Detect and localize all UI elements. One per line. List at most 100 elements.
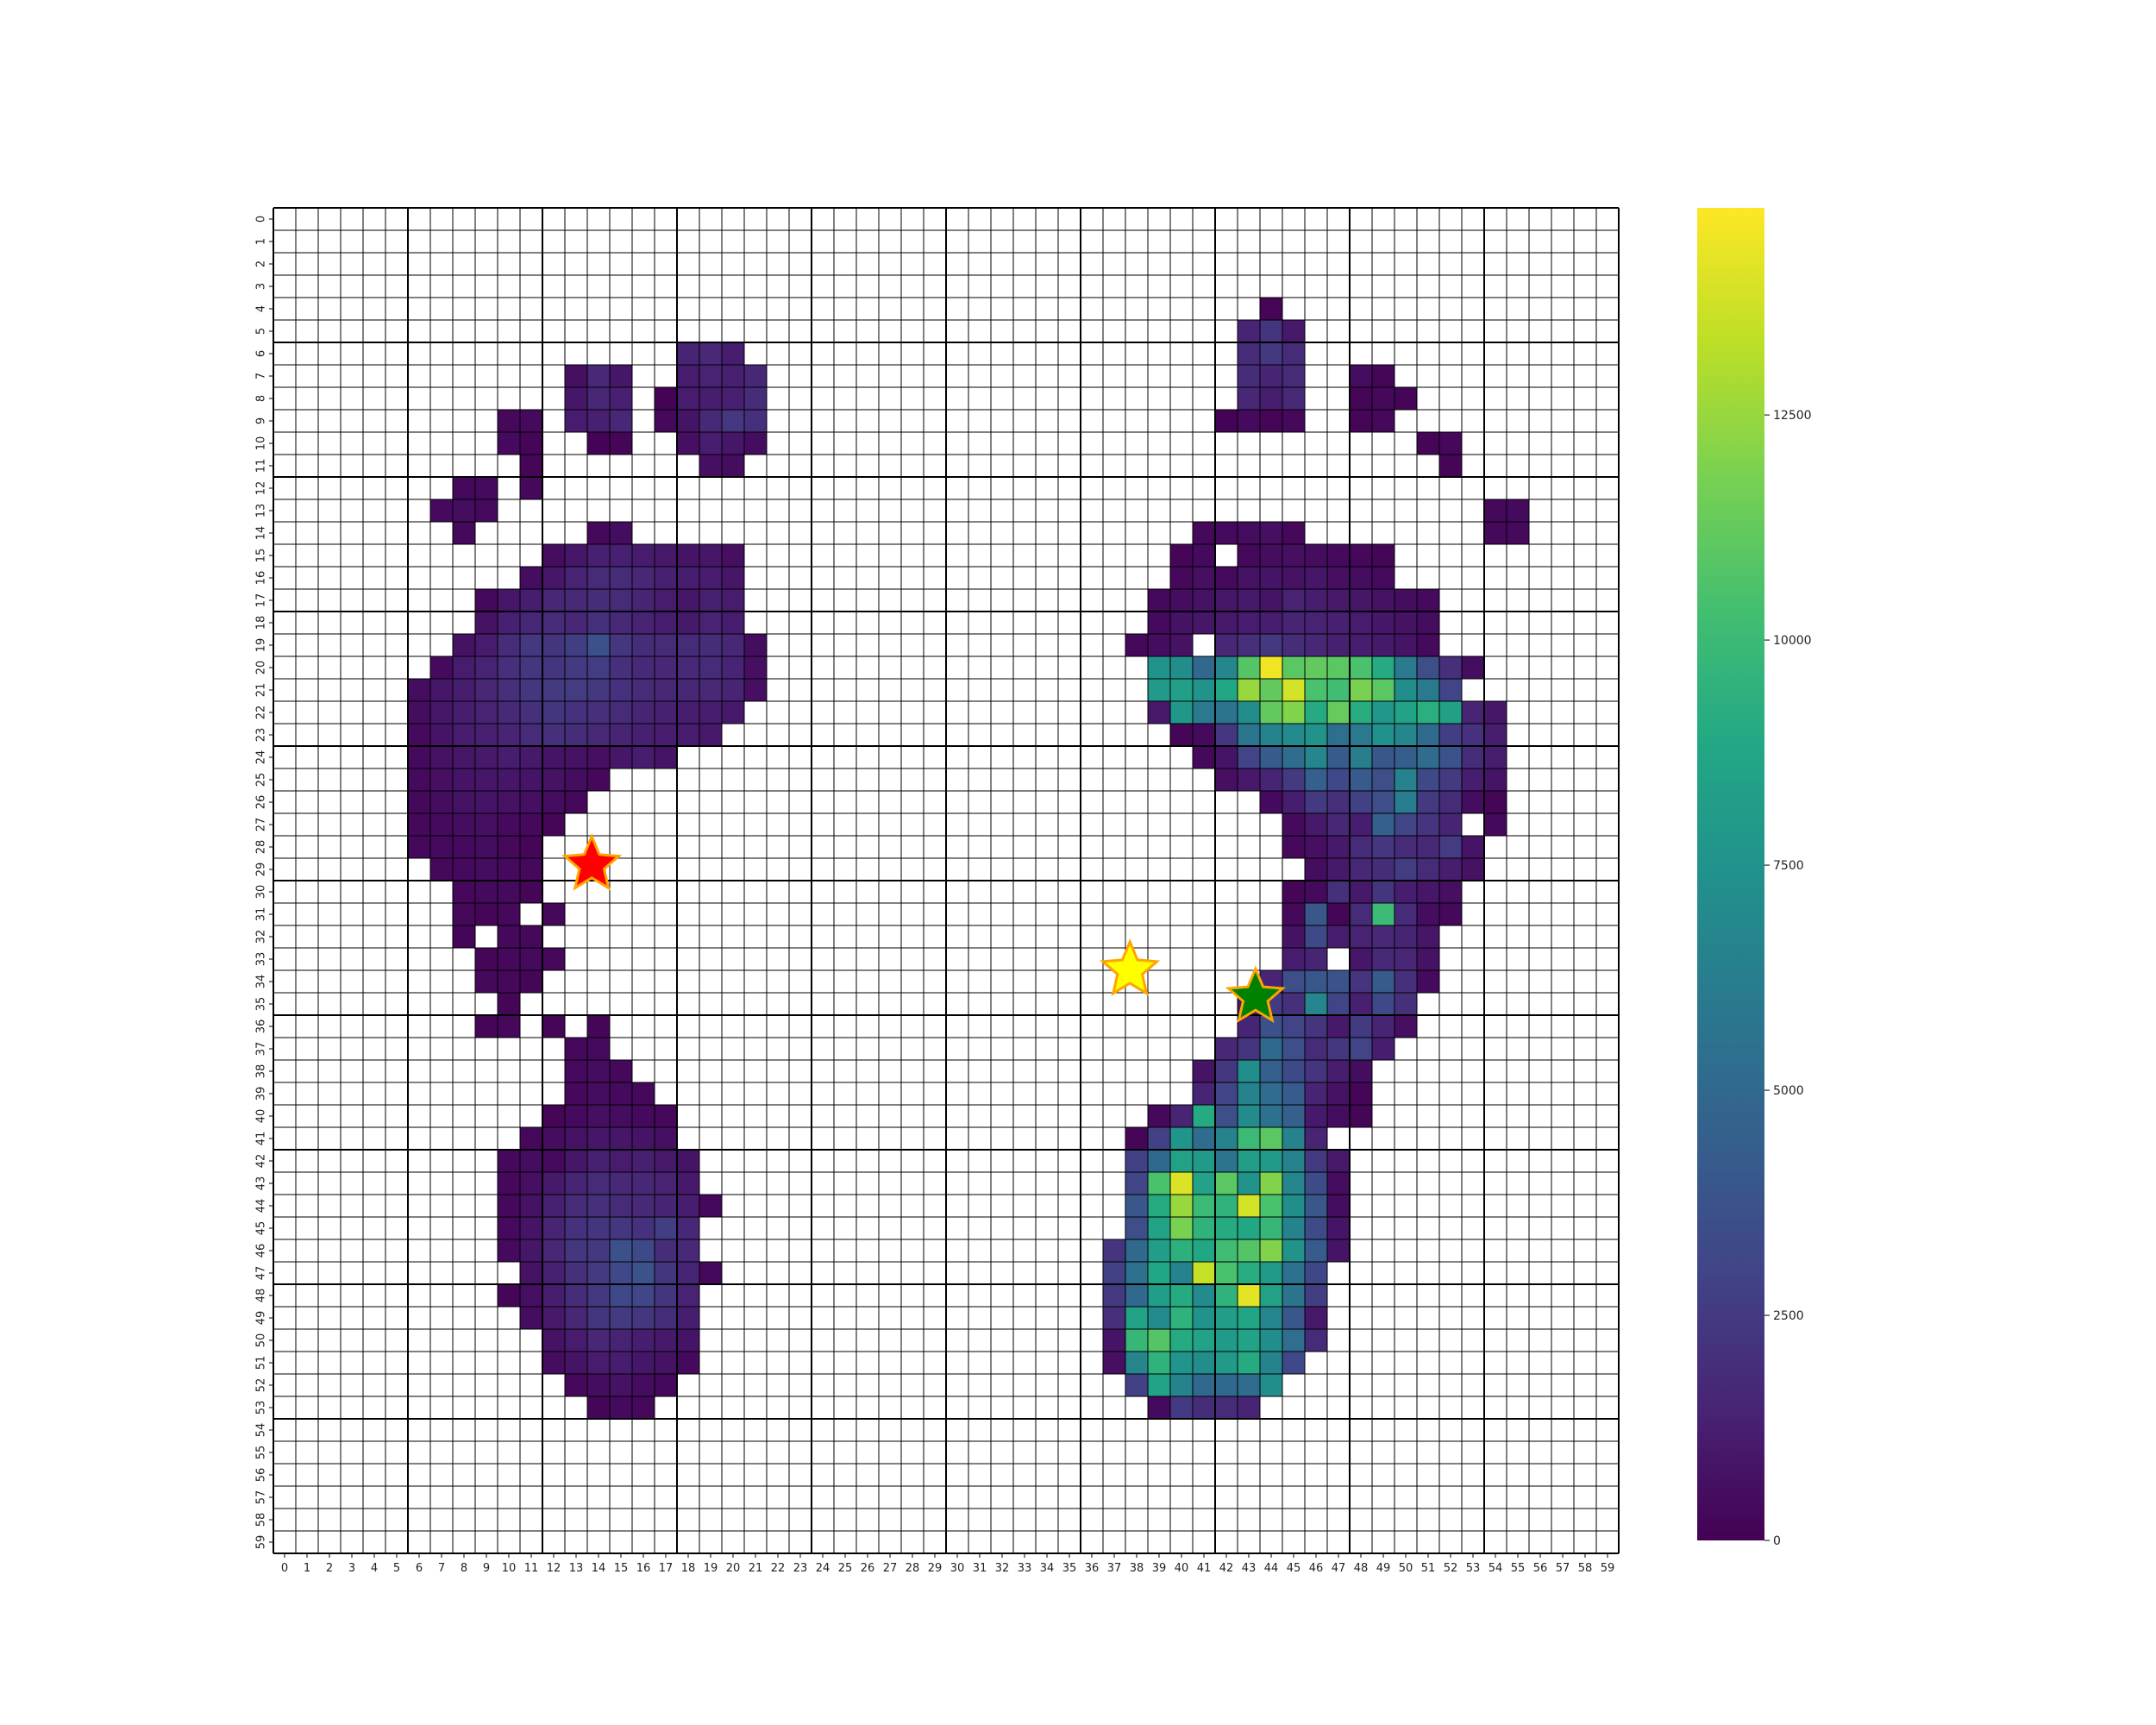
heatmap-cell <box>1238 320 1260 342</box>
heatmap-cell <box>1327 791 1350 813</box>
x-tick-label: 54 <box>1489 1562 1503 1575</box>
heatmap-cell <box>587 567 610 589</box>
heatmap-cell <box>542 1217 565 1239</box>
heatmap-cell <box>655 1150 677 1172</box>
heatmap-cell <box>1417 813 1439 836</box>
heatmap-cell <box>1305 993 1327 1015</box>
heatmap-cell <box>1350 925 1372 948</box>
heatmap-cell <box>1327 1150 1350 1172</box>
heatmap-cell <box>1372 724 1395 746</box>
heatmap-cell <box>1484 746 1507 768</box>
heatmap-cell <box>1327 1105 1350 1127</box>
heatmap-cell <box>1238 567 1260 589</box>
heatmap-cell <box>1238 701 1260 724</box>
heatmap-cell <box>587 1352 610 1374</box>
heatmap-cell <box>1305 1082 1327 1105</box>
colorbar-tick-label: 12500 <box>1773 409 1812 423</box>
heatmap-cell <box>610 724 632 746</box>
heatmap-cell <box>1282 746 1305 768</box>
heatmap-cell <box>1395 813 1417 836</box>
heatmap-cell <box>1170 679 1193 701</box>
y-tick-label: 45 <box>255 1221 268 1236</box>
heatmap-cell <box>587 1239 610 1262</box>
heatmap-cell <box>520 589 542 612</box>
heatmap-cell <box>587 589 610 612</box>
heatmap-cell <box>587 1195 610 1217</box>
y-tick-label: 25 <box>255 773 268 787</box>
x-tick-label: 23 <box>793 1562 808 1575</box>
heatmap-cell <box>498 1015 520 1038</box>
y-tick-label: 27 <box>255 818 268 832</box>
heatmap-cell <box>453 522 475 544</box>
heatmap-cell <box>1260 1127 1282 1150</box>
heatmap-cell <box>1238 724 1260 746</box>
heatmap-cell <box>430 499 453 522</box>
heatmap-cell <box>1238 746 1260 768</box>
heatmap-cell <box>430 679 453 701</box>
heatmap-cell <box>677 701 699 724</box>
heatmap-cell <box>498 1195 520 1217</box>
heatmap-cell <box>587 387 610 410</box>
heatmap-cell <box>1125 1307 1148 1329</box>
heatmap-cell <box>1372 1038 1395 1060</box>
heatmap-cell <box>1238 768 1260 791</box>
heatmap-cell <box>655 679 677 701</box>
heatmap-cell <box>542 612 565 634</box>
heatmap-cell <box>1238 1172 1260 1195</box>
heatmap-cell <box>1350 1105 1372 1127</box>
heatmap-cell <box>1417 679 1439 701</box>
heatmap-cell <box>542 1352 565 1374</box>
heatmap-cell <box>1305 1172 1327 1195</box>
y-tick-label: 11 <box>255 459 268 474</box>
heatmap-cell <box>722 567 744 589</box>
y-tick-label: 12 <box>255 481 268 496</box>
heatmap-cell <box>1238 1239 1260 1262</box>
heatmap-cell <box>587 544 610 567</box>
heatmap-cell <box>1170 1239 1193 1262</box>
heatmap-cell <box>1439 455 1462 477</box>
heatmap-cell <box>520 1172 542 1195</box>
x-tick-label: 32 <box>995 1562 1010 1575</box>
heatmap-cell <box>1395 858 1417 881</box>
heatmap-cell <box>655 746 677 768</box>
heatmap-cell <box>1372 410 1395 432</box>
heatmap-cell <box>1350 612 1372 634</box>
heatmap-cell <box>1507 499 1529 522</box>
heatmap-cell <box>1148 1150 1170 1172</box>
x-tick-label: 20 <box>726 1562 741 1575</box>
heatmap-cell <box>1439 432 1462 455</box>
heatmap-cell <box>565 656 587 679</box>
heatmap-cell <box>632 1172 655 1195</box>
heatmap-cell <box>542 567 565 589</box>
y-tick-label: 0 <box>255 216 268 223</box>
x-tick-label: 50 <box>1399 1562 1413 1575</box>
heatmap-cell <box>1260 701 1282 724</box>
heatmap-cell <box>520 768 542 791</box>
heatmap-cell <box>498 1172 520 1195</box>
heatmap-cell <box>1125 1262 1148 1284</box>
x-tick-label: 38 <box>1130 1562 1144 1575</box>
heatmap-cell <box>699 342 722 365</box>
heatmap-cell <box>1260 1150 1282 1172</box>
heatmap-cell <box>1305 656 1327 679</box>
heatmap-cell <box>1417 881 1439 903</box>
heatmap-cell <box>498 679 520 701</box>
x-tick-label: 18 <box>681 1562 696 1575</box>
heatmap-cell <box>565 1307 587 1329</box>
heatmap-cell <box>1417 432 1439 455</box>
colorbar-tick-label: 2500 <box>1773 1309 1804 1323</box>
heatmap-cell <box>1238 1105 1260 1127</box>
heatmap-cell <box>610 1307 632 1329</box>
heatmap-cell <box>520 612 542 634</box>
heatmap-cell <box>1327 813 1350 836</box>
heatmap-cell <box>699 589 722 612</box>
heatmap-cell <box>1148 1217 1170 1239</box>
heatmap-cell <box>1350 365 1372 387</box>
heatmap-cell <box>520 813 542 836</box>
heatmap-cell <box>632 656 655 679</box>
heatmap-cell <box>565 1082 587 1105</box>
heatmap-cell <box>1372 679 1395 701</box>
heatmap-cell <box>1327 701 1350 724</box>
heatmap-cell <box>1260 387 1282 410</box>
heatmap-cell <box>1260 589 1282 612</box>
